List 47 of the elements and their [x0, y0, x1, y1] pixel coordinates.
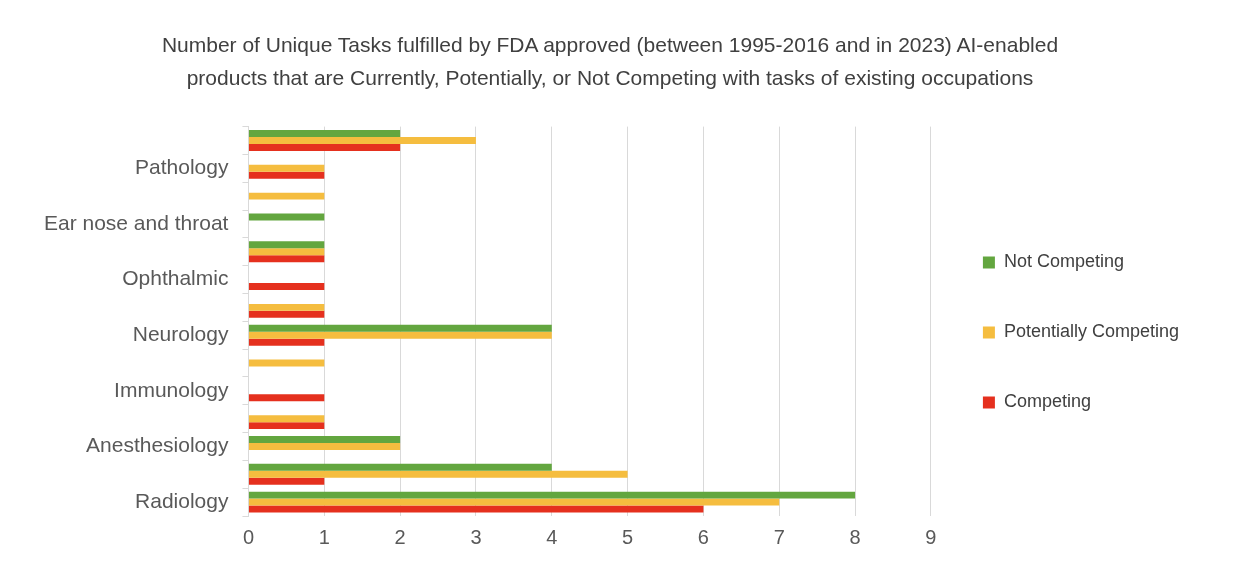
x-tick-label: 8 — [849, 525, 861, 548]
legend-label: Competing — [1003, 391, 1091, 412]
x-tick-label: 5 — [622, 525, 634, 548]
bar — [248, 505, 704, 513]
bar — [248, 192, 325, 200]
bar — [248, 130, 401, 138]
bar — [248, 442, 401, 450]
bar — [248, 338, 325, 346]
legend-label: Not Competing — [1003, 251, 1124, 272]
bar — [248, 422, 325, 430]
bar — [248, 470, 628, 478]
bar — [248, 477, 325, 485]
bar — [248, 143, 401, 151]
x-tick-label: 1 — [318, 525, 330, 548]
y-tick-label: Immunology — [114, 377, 229, 401]
x-tick-label: 3 — [470, 525, 482, 548]
y-tick-label: Ear nose and throat — [43, 210, 229, 234]
bar — [248, 303, 325, 311]
bar — [248, 241, 325, 249]
x-tick-label: 4 — [546, 525, 558, 548]
bar — [248, 436, 401, 443]
bar — [248, 255, 325, 263]
bar — [248, 248, 325, 256]
bar — [248, 137, 476, 144]
chart-title: Number of Unique Tasks fulfilled by FDA approved (between 1995-2016 and in 2023) AI-enabled products that are Currently, Potentially, or Not Competing with tasks of existing occupations — [160, 32, 1060, 91]
y-tick-label: Anesthesiology — [86, 433, 229, 457]
y-tick-label: Neurology — [132, 322, 229, 345]
x-tick-label: 0 — [242, 525, 255, 548]
x-tick-label: 2 — [394, 525, 406, 548]
x-tick-label: 7 — [773, 525, 785, 548]
bar — [248, 283, 325, 291]
x-tick-label: 6 — [697, 525, 709, 548]
x-tick-label: 9 — [925, 525, 937, 548]
bar — [248, 415, 325, 423]
bar — [248, 491, 856, 499]
y-tick-label: Pathology — [135, 155, 229, 179]
bar — [248, 164, 325, 172]
bar — [248, 310, 325, 318]
legend-label: Potentially Competing — [1003, 321, 1180, 342]
bar — [248, 394, 325, 402]
bar — [248, 324, 552, 332]
y-tick-label: Radiology — [135, 488, 229, 512]
bar — [248, 331, 552, 339]
bar — [248, 171, 325, 179]
bar — [248, 463, 552, 471]
y-tick-label: Ophthalmic — [122, 266, 229, 290]
bar — [248, 498, 780, 506]
